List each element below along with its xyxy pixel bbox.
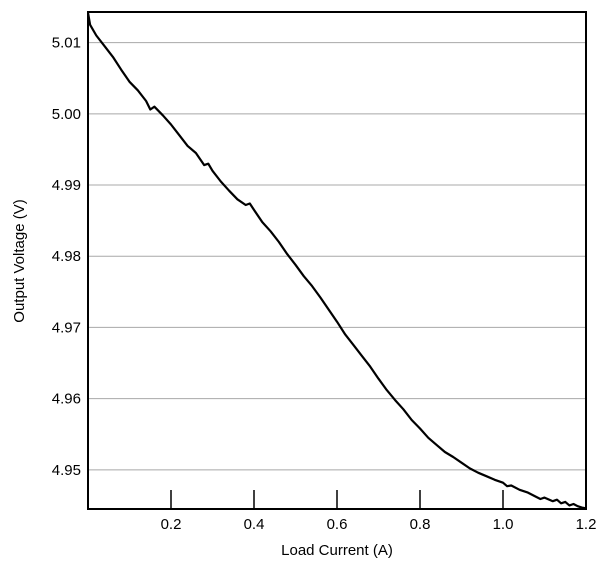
x-axis-tick-labels: 0.2 0.4 0.6 0.8 1.0 1.2 bbox=[161, 516, 597, 533]
y-axis-tick-labels: 4.95 4.96 4.97 4.98 4.99 5.00 5.01 bbox=[52, 35, 81, 479]
grid-lines bbox=[88, 42, 586, 471]
plot-frame bbox=[87, 11, 587, 510]
x-tick-label: 0.2 bbox=[161, 516, 182, 533]
y-tick-label: 4.96 bbox=[52, 391, 81, 408]
x-tick-label: 1.0 bbox=[493, 516, 514, 533]
y-tick-label: 4.98 bbox=[52, 248, 81, 265]
y-tick-label: 5.00 bbox=[52, 106, 81, 123]
series-line bbox=[86, 12, 587, 510]
x-tick-label: 0.6 bbox=[327, 516, 348, 533]
y-tick-label: 4.99 bbox=[52, 177, 81, 194]
x-axis-title: Load Current (A) bbox=[281, 542, 393, 559]
x-tick-label: 0.4 bbox=[244, 516, 265, 533]
y-tick-label: 4.95 bbox=[52, 462, 81, 479]
x-axis-ticks bbox=[170, 490, 504, 509]
y-tick-label: 4.97 bbox=[52, 319, 81, 336]
x-tick-label: 0.8 bbox=[410, 516, 431, 533]
x-tick-label: 1.2 bbox=[576, 516, 597, 533]
y-axis-title: Output Voltage (V) bbox=[11, 199, 28, 322]
y-tick-label: 5.01 bbox=[52, 35, 81, 52]
